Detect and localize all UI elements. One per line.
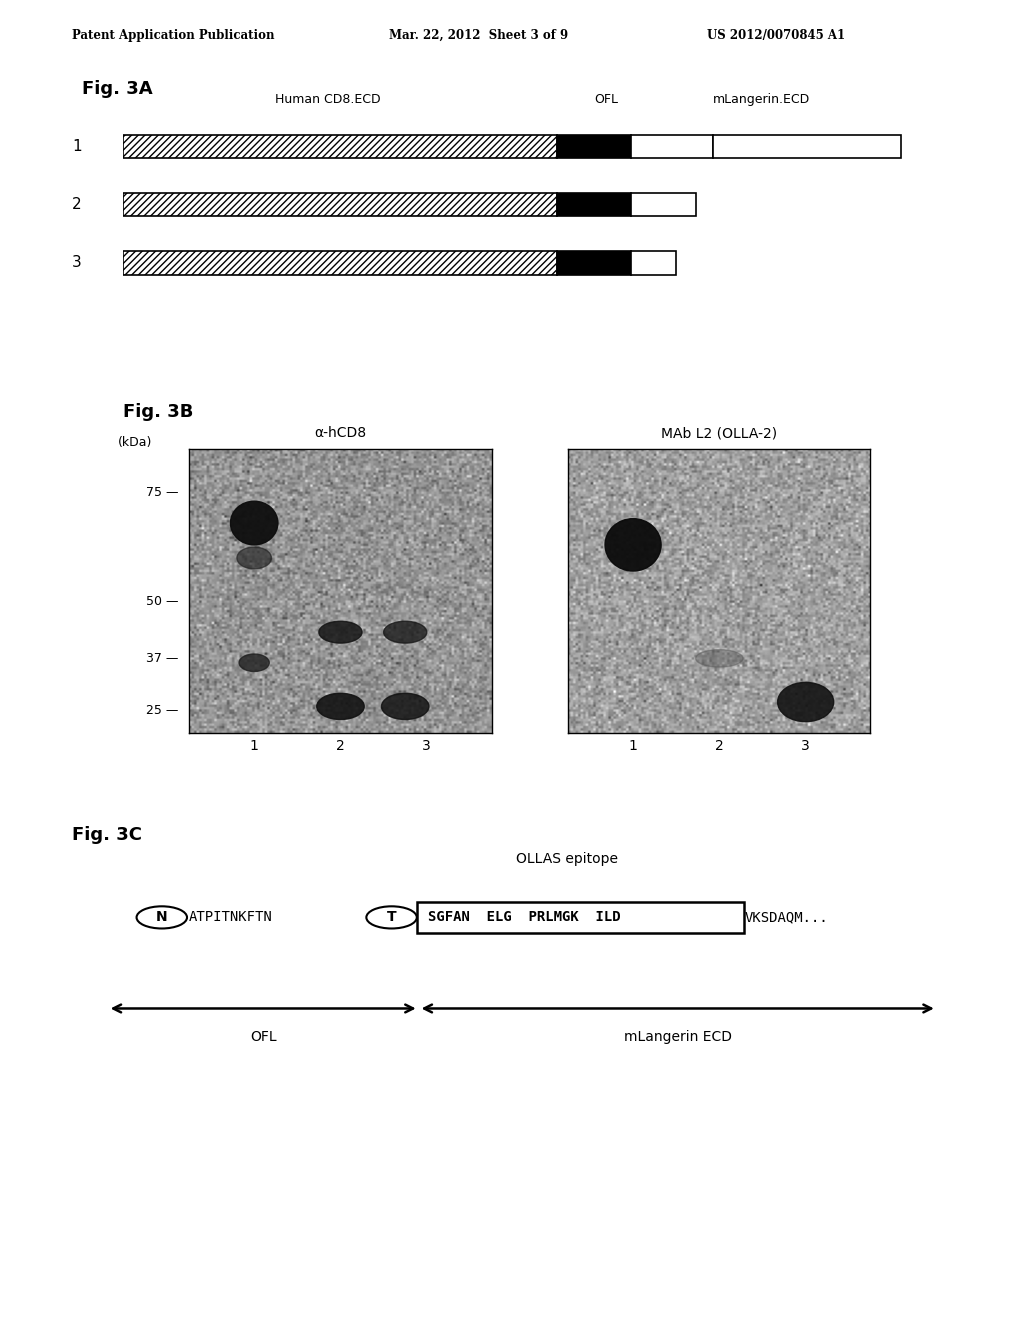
Text: N: N <box>156 911 168 924</box>
FancyBboxPatch shape <box>557 135 631 158</box>
Text: 2: 2 <box>715 739 724 754</box>
Text: mLangerin.ECD: mLangerin.ECD <box>714 94 810 106</box>
Text: 75 —: 75 — <box>146 486 178 499</box>
Text: MAb L2 (OLLA-2): MAb L2 (OLLA-2) <box>662 426 777 440</box>
Text: VKSDAQM...: VKSDAQM... <box>744 911 828 924</box>
Text: Patent Application Publication: Patent Application Publication <box>72 29 274 42</box>
Text: US 2012/0070845 A1: US 2012/0070845 A1 <box>707 29 845 42</box>
Text: Fig. 3B: Fig. 3B <box>123 403 194 421</box>
Text: mLangerin ECD: mLangerin ECD <box>624 1030 732 1044</box>
Text: Mar. 22, 2012  Sheet 3 of 9: Mar. 22, 2012 Sheet 3 of 9 <box>389 29 568 42</box>
Text: α-hCD8: α-hCD8 <box>314 426 367 440</box>
Text: 3: 3 <box>72 256 82 271</box>
Ellipse shape <box>237 546 271 569</box>
Ellipse shape <box>605 519 662 572</box>
FancyBboxPatch shape <box>123 251 557 275</box>
Text: 37 —: 37 — <box>146 652 178 665</box>
Ellipse shape <box>239 653 269 672</box>
Ellipse shape <box>316 693 365 719</box>
Ellipse shape <box>230 502 278 545</box>
FancyBboxPatch shape <box>417 902 743 933</box>
Text: Fig. 3A: Fig. 3A <box>82 81 153 98</box>
Text: 25 —: 25 — <box>146 705 178 717</box>
Ellipse shape <box>318 622 362 643</box>
Text: 2: 2 <box>73 198 82 213</box>
FancyBboxPatch shape <box>631 251 676 275</box>
Text: OFL: OFL <box>250 1030 276 1044</box>
Text: 3: 3 <box>423 739 431 754</box>
Text: SGFAN  ELG  PRLMGK  ILD: SGFAN ELG PRLMGK ILD <box>428 911 621 924</box>
Text: Fig. 3C: Fig. 3C <box>72 826 141 845</box>
Ellipse shape <box>382 693 429 719</box>
Ellipse shape <box>695 649 743 667</box>
Ellipse shape <box>777 682 834 722</box>
Text: OFL: OFL <box>594 94 618 106</box>
Text: T: T <box>387 911 396 924</box>
FancyBboxPatch shape <box>557 193 631 216</box>
FancyBboxPatch shape <box>631 135 713 158</box>
FancyBboxPatch shape <box>123 135 557 158</box>
Text: 50 —: 50 — <box>146 595 178 609</box>
Ellipse shape <box>384 622 427 643</box>
FancyBboxPatch shape <box>713 135 901 158</box>
Text: (kDa): (kDa) <box>118 436 153 449</box>
FancyBboxPatch shape <box>631 193 696 216</box>
Text: OLLAS epitope: OLLAS epitope <box>516 851 618 866</box>
Text: Human CD8.ECD: Human CD8.ECD <box>274 94 381 106</box>
Text: 1: 1 <box>250 739 259 754</box>
Text: 3: 3 <box>802 739 810 754</box>
Text: 1: 1 <box>73 140 82 154</box>
Text: 1: 1 <box>629 739 638 754</box>
Text: ATPITNKFTN: ATPITNKFTN <box>188 911 272 924</box>
Text: 2: 2 <box>336 739 345 754</box>
FancyBboxPatch shape <box>123 193 557 216</box>
FancyBboxPatch shape <box>557 251 631 275</box>
